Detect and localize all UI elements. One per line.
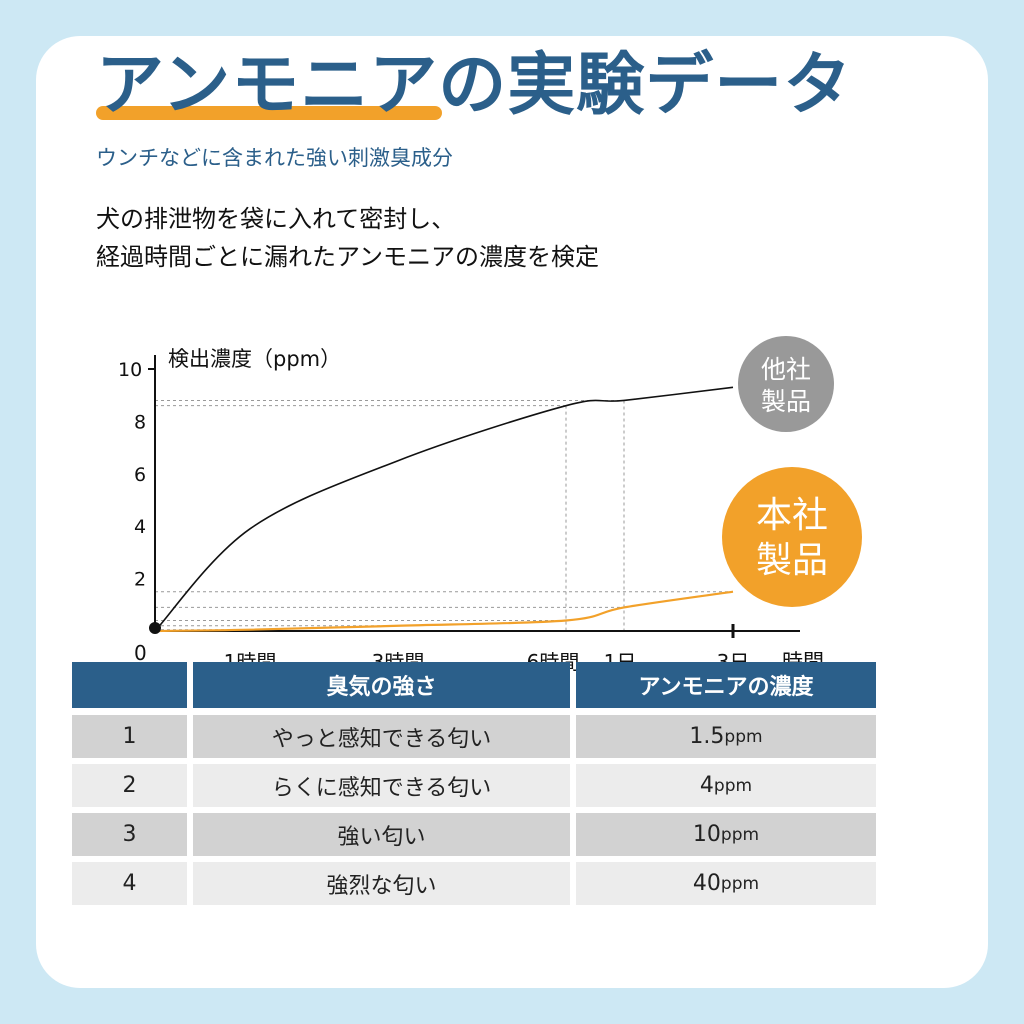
odor-cell: 強い匂い <box>193 813 570 856</box>
odor-cell: らくに感知できる匂い <box>193 764 570 807</box>
y-axis-label: 検出濃度（ppm） <box>168 347 341 371</box>
competitor-series-line <box>154 386 734 632</box>
description-line-1: 犬の排泄物を袋に入れて密封し、 <box>96 205 456 233</box>
header-cell-concentration: アンモニアの濃度 <box>576 662 876 708</box>
y-tick-label: 4 <box>134 516 146 538</box>
title-block: アンモニアの実験データ <box>96 40 916 150</box>
table-row: 3 強い匂い 10 ppm <box>72 813 876 856</box>
header-cell-level <box>72 662 187 708</box>
our-product-badge-line-2: 製品 <box>756 540 828 581</box>
level-cell: 2 <box>72 764 187 807</box>
concentration-value: 1.5 <box>689 724 725 749</box>
competitor-badge: 他社 製品 <box>738 336 834 432</box>
concentration-value: 40 <box>692 871 721 896</box>
title-underline <box>96 106 442 120</box>
concentration-cell: 4 ppm <box>576 764 876 807</box>
table-row: 2 らくに感知できる匂い 4 ppm <box>72 764 876 807</box>
chart-axes <box>154 355 800 632</box>
our-product-badge: 本社 製品 <box>722 467 862 607</box>
description: 犬の排泄物を袋に入れて密封し、 経過時間ごとに漏れたアンモニアの濃度を検定 <box>96 200 599 276</box>
y-tick-label: 2 <box>134 569 146 591</box>
concentration-unit: ppm <box>720 824 760 845</box>
odor-cell: 強烈な匂い <box>193 862 570 905</box>
level-cell: 4 <box>72 862 187 905</box>
table-row: 1 やっと感知できる匂い 1.5 ppm <box>72 715 876 758</box>
odor-table: 臭気の強さ アンモニアの濃度 1 やっと感知できる匂い 1.5 ppm 2 らくに… <box>72 662 876 911</box>
our-product-badge-line-1: 本社 <box>756 495 828 536</box>
concentration-unit: ppm <box>724 726 763 747</box>
concentration-cell: 1.5 ppm <box>576 715 876 758</box>
competitor-badge-line-1: 他社 <box>761 355 811 384</box>
description-line-2: 経過時間ごとに漏れたアンモニアの濃度を検定 <box>96 243 600 271</box>
y-tick-label: 8 <box>134 411 146 433</box>
our-product-series-line <box>154 590 734 633</box>
competitor-badge-line-2: 製品 <box>761 387 811 416</box>
level-cell: 1 <box>72 715 187 758</box>
origin-label: 0 <box>134 641 147 665</box>
concentration-unit: ppm <box>720 873 760 894</box>
concentration-unit: ppm <box>713 775 753 796</box>
ammonia-chart: 1086421時間3時間6時間1日3日 検出濃度（ppm） 時間 0 他社 製品… <box>118 336 862 674</box>
concentration-value: 10 <box>692 822 721 847</box>
y-tick-label: 10 <box>118 359 142 381</box>
concentration-value: 4 <box>699 773 714 798</box>
concentration-cell: 10 ppm <box>576 813 876 856</box>
header-cell-odor: 臭気の強さ <box>193 662 570 708</box>
table-row: 4 強烈な匂い 40 ppm <box>72 862 876 905</box>
level-cell: 3 <box>72 813 187 856</box>
page-title: アンモニアの実験データ <box>96 46 853 125</box>
origin-dot <box>149 622 161 634</box>
page-subtitle: ウンチなどに含まれた強い刺激臭成分 <box>96 146 453 170</box>
odor-cell: やっと感知できる匂い <box>193 715 570 758</box>
chart-guides <box>155 399 733 631</box>
concentration-cell: 40 ppm <box>576 862 876 905</box>
y-tick-label: 6 <box>134 464 146 486</box>
table-header-row: 臭気の強さ アンモニアの濃度 <box>72 662 876 708</box>
